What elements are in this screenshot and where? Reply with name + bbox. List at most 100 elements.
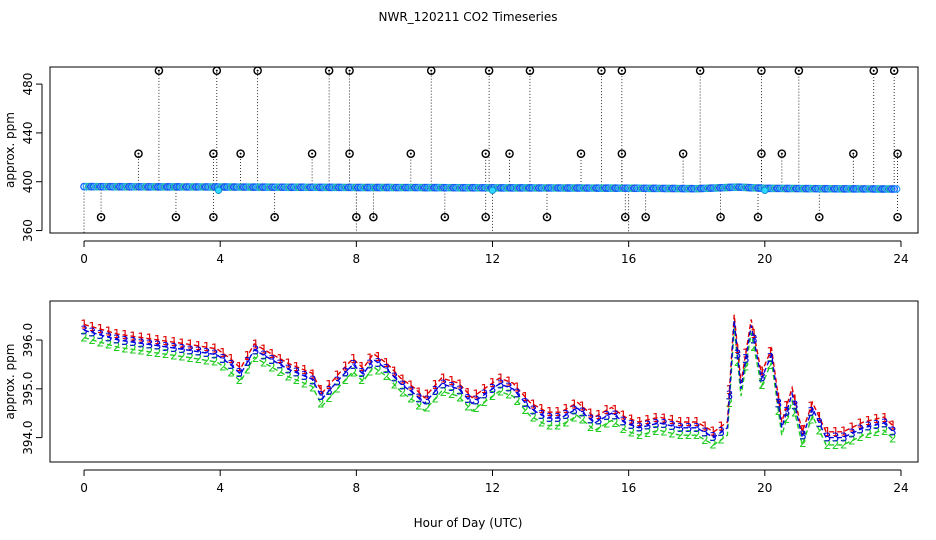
baseline-point xyxy=(551,184,560,192)
baseline-point xyxy=(823,184,832,193)
top-x-tick-label: 12 xyxy=(485,252,500,266)
high-flag-point xyxy=(889,66,899,75)
high-flag-point xyxy=(484,66,494,75)
series-3-marker: 3 xyxy=(293,366,301,380)
baseline-point xyxy=(787,184,796,193)
high-flag-point-dot xyxy=(137,152,140,155)
series-3-marker: 3 xyxy=(799,429,807,443)
baseline-point xyxy=(775,184,784,193)
series-1-marker: 1 xyxy=(333,369,341,383)
high-flag-point-dot xyxy=(852,152,855,155)
series-3-marker: 3 xyxy=(693,421,701,435)
top-panel: 0 4 8 12 16 20 24 360 400 440 480 approx. ppm xyxy=(3,66,919,266)
baseline-point xyxy=(609,184,617,192)
baseline-point xyxy=(439,183,448,192)
series-3-marker: 3 xyxy=(546,411,554,425)
low-flag-point xyxy=(270,212,279,222)
series-3-marker: 3 xyxy=(766,351,774,365)
series-3-marker: 3 xyxy=(570,403,578,417)
top-y-tick-label: 400 xyxy=(21,170,35,193)
baseline-point xyxy=(104,182,112,191)
top-x-tick-label: 24 xyxy=(893,252,908,266)
series-3-marker: 3 xyxy=(317,389,325,403)
baseline-point xyxy=(370,183,379,192)
baseline-point xyxy=(397,183,405,192)
baseline-point xyxy=(640,184,648,193)
series-2-marker: 2 xyxy=(660,424,668,438)
series-3-marker: 3 xyxy=(415,391,423,405)
baseline-point xyxy=(101,182,110,191)
baseline-point xyxy=(185,183,193,191)
series-1-marker: 1 xyxy=(668,413,676,427)
series-1-marker: 1 xyxy=(374,350,382,364)
series-1-marker: 1 xyxy=(489,376,497,390)
baseline-point xyxy=(716,183,725,192)
series-3-marker: 3 xyxy=(881,417,889,431)
series-2-marker: 2 xyxy=(742,360,750,374)
baseline-point xyxy=(792,184,801,193)
low-flag-point-dot xyxy=(624,216,627,219)
series-1-marker: 1 xyxy=(505,375,513,389)
baseline-point xyxy=(304,183,312,192)
high-flag-point-dot xyxy=(682,152,685,155)
baseline-point xyxy=(804,184,813,193)
baseline-point xyxy=(227,183,236,191)
series-3-marker: 3 xyxy=(129,335,137,349)
series-1-marker: 1 xyxy=(268,347,276,361)
series-3-marker: 3 xyxy=(505,380,513,394)
high-flag-point-dot xyxy=(409,152,412,155)
baseline-point xyxy=(876,185,884,193)
series-3-marker: 3 xyxy=(521,396,529,410)
baseline-point xyxy=(356,183,365,192)
baseline-point xyxy=(866,185,875,193)
baseline-point xyxy=(768,184,777,193)
series-2-marker: 2 xyxy=(137,344,145,358)
baseline-point xyxy=(780,184,789,193)
series-1-marker: 1 xyxy=(521,390,529,404)
series-2-marker: 2 xyxy=(505,388,513,402)
baseline-point xyxy=(678,184,686,193)
baseline-point xyxy=(332,183,341,192)
series-1-marker: 1 xyxy=(423,387,431,401)
series-2-marker: 2 xyxy=(538,415,546,429)
baseline-point xyxy=(92,182,100,191)
baseline-point xyxy=(470,183,479,192)
baseline-point xyxy=(163,183,172,191)
top-x-tick-label: 16 xyxy=(621,252,636,266)
series-3-marker: 3 xyxy=(889,424,897,438)
baseline-point xyxy=(394,183,403,192)
baseline-point xyxy=(182,183,191,191)
series-1-marker: 1 xyxy=(186,338,194,352)
baseline-point xyxy=(335,183,343,192)
baseline-point xyxy=(690,184,698,193)
baseline-point xyxy=(475,183,484,192)
baseline-point xyxy=(837,184,846,193)
series-3-marker: 3 xyxy=(554,411,562,425)
baseline-point xyxy=(799,184,808,193)
high-flag-point-dot xyxy=(488,69,491,72)
baseline-point xyxy=(528,184,536,192)
baseline-point xyxy=(554,184,563,192)
baseline-point xyxy=(134,182,143,191)
baseline-point xyxy=(685,184,694,193)
high-flag-point-dot xyxy=(348,69,351,72)
series-3-marker: 3 xyxy=(260,348,268,362)
series-1-marker: 1 xyxy=(840,424,848,438)
baseline-point xyxy=(587,184,596,192)
baseline-point xyxy=(449,183,458,192)
baseline-point xyxy=(613,184,622,193)
high-flag-point-dot xyxy=(780,152,783,155)
baseline-point xyxy=(363,183,372,192)
high-flag-point xyxy=(209,149,218,158)
series-1-marker: 1 xyxy=(399,373,407,387)
series-2-marker: 2 xyxy=(317,396,325,410)
high-flag-point xyxy=(695,66,705,75)
series-2-marker: 2 xyxy=(644,426,652,440)
high-flag-point xyxy=(481,149,491,158)
series-2-marker: 2 xyxy=(146,345,154,359)
baseline-point xyxy=(194,183,203,191)
series-1-marker: 1 xyxy=(693,415,701,429)
series-3-marker: 3 xyxy=(186,343,194,357)
high-flag-point-dot xyxy=(311,152,314,155)
